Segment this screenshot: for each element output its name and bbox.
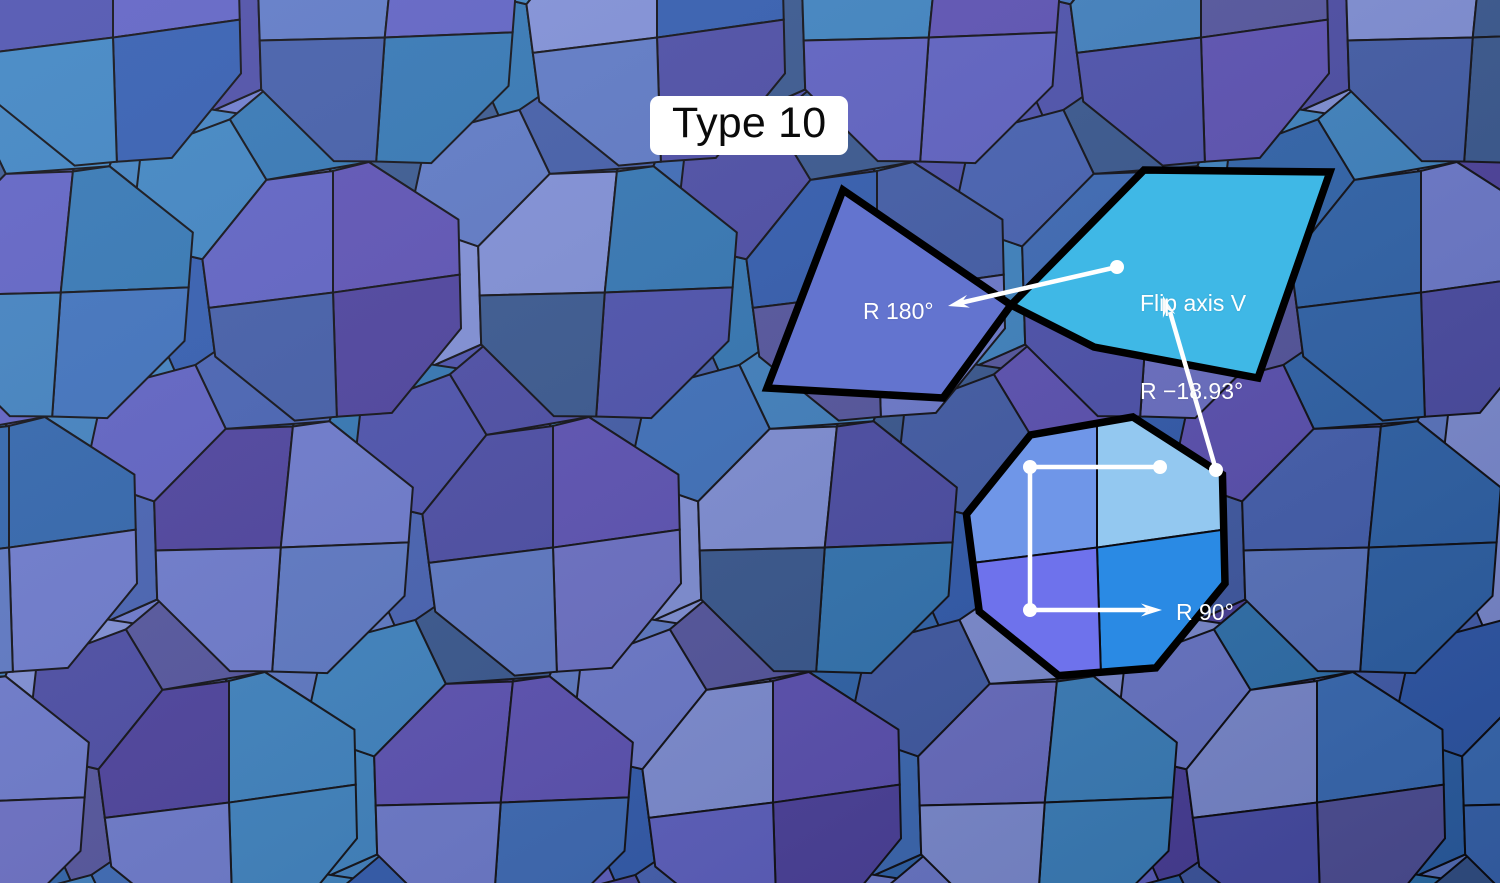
annotation-node xyxy=(1153,460,1167,474)
tile xyxy=(1345,0,1478,42)
tile xyxy=(1191,801,1321,883)
type-label-text: Type 10 xyxy=(672,99,827,147)
tile xyxy=(1471,0,1500,39)
annotation-node xyxy=(1110,260,1124,274)
annotation-overlay xyxy=(948,260,1223,617)
tile xyxy=(761,184,1017,402)
annotation-line xyxy=(1167,311,1219,471)
tile xyxy=(374,801,502,883)
tile xyxy=(383,0,517,39)
type-label-chip: Type 10 xyxy=(650,96,849,155)
annotation-arrowhead xyxy=(948,294,970,308)
tile xyxy=(801,0,934,42)
tile xyxy=(1420,160,1500,294)
tile xyxy=(1419,280,1500,418)
tile xyxy=(257,0,390,42)
annotation-flip-axis-line1: Flip axis V xyxy=(1140,289,1247,316)
highlight-outline-octagon xyxy=(962,413,1229,680)
tile xyxy=(1004,166,1336,383)
annotation-arrowhead xyxy=(1141,603,1162,617)
annotation-node xyxy=(1023,603,1037,617)
annotation-flip-axis-line2: R −18.93° xyxy=(1140,378,1244,405)
tile xyxy=(0,424,10,550)
tile xyxy=(0,291,62,418)
annotation-flip-axis: Flip axis V R −18.93° xyxy=(1140,230,1246,466)
tile xyxy=(103,801,233,883)
annotation-rotation-90: R 90° xyxy=(1176,599,1234,625)
annotation-rotation-180: R 180° xyxy=(863,298,934,324)
annotation-arrowhead xyxy=(1162,296,1176,318)
annotation-line xyxy=(959,264,1118,306)
highlighted-cluster xyxy=(761,166,1336,680)
tile xyxy=(927,0,1061,39)
tile xyxy=(647,801,777,883)
tile xyxy=(918,801,1046,883)
annotation-node xyxy=(1209,463,1223,477)
